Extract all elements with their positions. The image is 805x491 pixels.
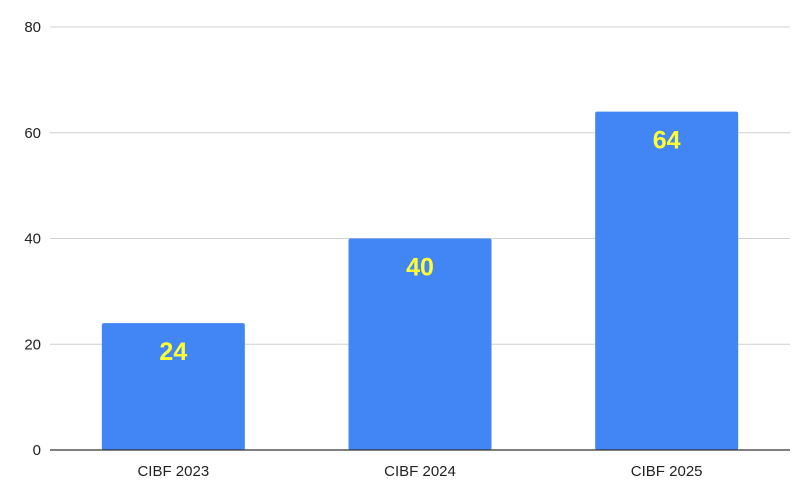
y-axis-ticks: 0 20 40 60 80 [24,19,41,459]
x-tick-label: CIBF 2023 [137,463,209,480]
x-tick-label: CIBF 2025 [631,463,703,480]
bar-data-label: 40 [406,254,434,282]
bar [101,323,245,450]
y-tick-label: 40 [24,231,41,248]
y-tick-label: 20 [24,336,41,353]
y-tick-label: 60 [24,125,41,142]
x-tick-label: CIBF 2024 [384,463,456,480]
x-axis-ticks: CIBF 2023 CIBF 2024 CIBF 2025 [137,463,702,480]
bar-data-labels: 24 40 64 [159,127,680,367]
bar-data-label: 24 [159,338,187,366]
bar [348,238,492,450]
bar [595,111,739,450]
bar-data-label: 64 [653,127,681,155]
y-tick-label: 80 [24,19,41,36]
bars [101,111,739,450]
y-tick-label: 0 [33,442,41,459]
